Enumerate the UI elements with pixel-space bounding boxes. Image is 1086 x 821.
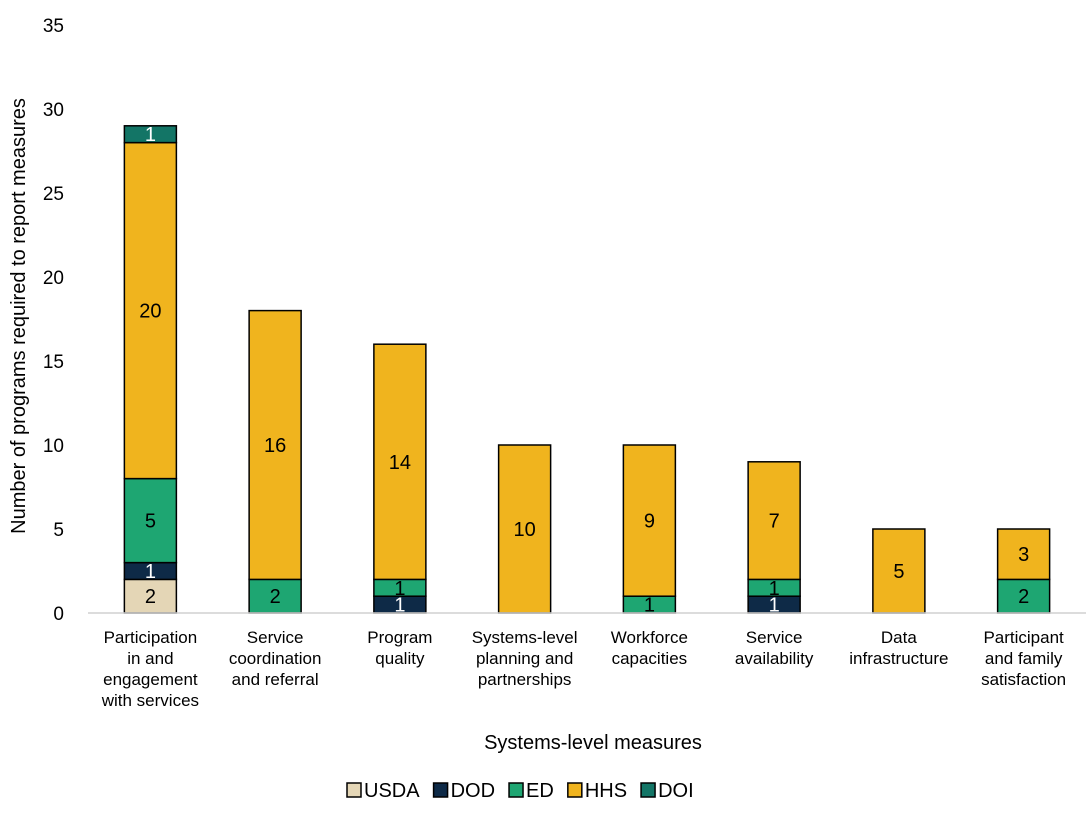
bar-segment-hhs <box>373 343 427 581</box>
legend-swatch <box>432 782 449 798</box>
bar-segment-hhs <box>248 309 302 581</box>
data-label: 16 <box>264 435 286 457</box>
legend-item-dod: DOD <box>432 780 495 802</box>
data-label: 2 <box>1018 586 1029 608</box>
legend-label: DOI <box>658 780 694 802</box>
bar-segment-hhs <box>996 528 1051 581</box>
bar-stack <box>996 528 1051 614</box>
y-tick-label: 30 <box>43 100 64 121</box>
bar-segment-doi <box>123 125 178 144</box>
legend-label: DOD <box>451 780 495 802</box>
x-tick-label: Participation in and engagement with servic… <box>101 628 199 710</box>
data-label: 14 <box>389 452 411 474</box>
data-label: 1 <box>769 578 780 600</box>
y-tick-label: 25 <box>43 184 64 205</box>
bar-stack <box>373 343 427 614</box>
data-label: 2 <box>145 586 156 608</box>
x-tick-label: Service coordination and referral <box>229 628 322 689</box>
legend-item-usda: USDA <box>346 780 420 802</box>
y-tick-label: 0 <box>53 604 64 625</box>
x-tick-label: Service availability <box>735 628 814 668</box>
legend-label: USDA <box>364 780 420 802</box>
legend-item-hhs: HHS <box>567 780 627 802</box>
data-label: 1 <box>769 595 780 617</box>
bar-stack <box>622 444 677 614</box>
legend-swatch <box>508 782 524 798</box>
y-tick-label: 20 <box>43 268 64 289</box>
data-label: 1 <box>394 578 405 600</box>
y-axis-ticks: 0 5 10 15 20 25 30 35 <box>43 16 64 625</box>
x-tick-label: Workforce capacities <box>611 628 688 668</box>
y-axis-title: Number of programs required to report me… <box>8 98 30 534</box>
data-label: 10 <box>514 519 536 541</box>
x-tick-label: Systems-level planning and partnerships <box>472 628 578 689</box>
legend-label: ED <box>526 780 554 802</box>
bar-stack <box>248 309 302 614</box>
x-tick-label: Participant and family satisfaction <box>981 628 1066 689</box>
x-tick-label: Program quality <box>367 628 432 668</box>
data-label: 2 <box>270 586 281 608</box>
data-label: 7 <box>769 511 780 533</box>
data-label: 1 <box>394 595 405 617</box>
y-tick-label: 35 <box>43 16 64 37</box>
data-label: 1 <box>145 561 156 583</box>
x-tick-label: Data infrastructure <box>849 628 948 668</box>
bar-stack <box>123 125 178 614</box>
data-label: 1 <box>644 595 655 617</box>
legend-item-ed: ED <box>508 780 554 802</box>
data-label: 20 <box>139 301 161 323</box>
y-tick-label: 15 <box>43 352 64 373</box>
bar-segment-hhs <box>622 444 677 597</box>
data-label: 3 <box>1018 544 1029 566</box>
legend-swatch <box>567 782 583 798</box>
bar-segment-hhs <box>123 141 178 480</box>
legend-swatch <box>640 782 656 798</box>
legend: USDA DOD ED HHS DOI <box>346 780 694 802</box>
x-axis-title: Systems-level measures <box>484 732 702 754</box>
bar-stack <box>497 444 552 614</box>
data-label: 5 <box>145 511 156 533</box>
y-tick-label: 5 <box>53 520 64 541</box>
data-label: 1 <box>145 124 156 146</box>
bar-segment-hhs <box>497 444 552 614</box>
legend-label: HHS <box>585 780 627 802</box>
legend-item-doi: DOI <box>640 780 694 802</box>
bar-segment-usda <box>123 578 178 614</box>
legend-swatch <box>346 782 362 798</box>
bar-segment-hhs <box>747 461 801 581</box>
data-label: 9 <box>644 511 655 533</box>
bar-stack <box>747 461 801 614</box>
category-labels: Participation in and engagement with servic… <box>101 628 1066 710</box>
y-tick-label: 10 <box>43 436 64 457</box>
data-label: 5 <box>893 561 904 583</box>
